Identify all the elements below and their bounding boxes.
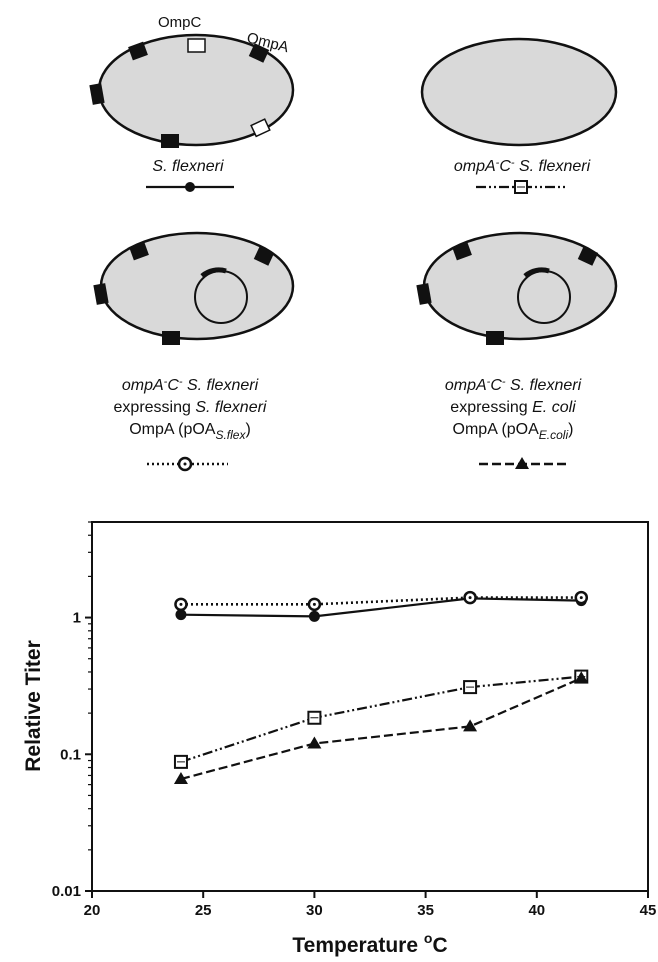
plasmid-gene bbox=[200, 267, 227, 279]
point-wt bbox=[175, 609, 187, 621]
point-pOA_ecoli bbox=[173, 771, 188, 784]
cell-label-line3: OmpA (pOAE.coli) bbox=[453, 421, 574, 442]
cell-label-line1: ompA-C- S. flexneri bbox=[122, 376, 259, 394]
point-pOA_sflex-center bbox=[468, 596, 472, 600]
cell-label-line3: OmpA (pOAS.flex) bbox=[129, 421, 251, 442]
x-tick-label: 35 bbox=[417, 902, 434, 919]
legend-key-ecoli bbox=[479, 457, 567, 469]
point-pOA_sflex-center bbox=[179, 602, 183, 606]
x-tick-label: 25 bbox=[195, 902, 212, 919]
x-axis-title: Temperature oC bbox=[292, 930, 447, 957]
protein-black bbox=[486, 331, 504, 345]
ompa-protein bbox=[250, 118, 271, 138]
cell-label: ompA-C- S. flexneri bbox=[454, 157, 591, 175]
series-line-pOA_ecoli bbox=[180, 677, 582, 781]
point-pOA_sflex-center bbox=[579, 596, 583, 600]
cell-label-line2: expressing E. coli bbox=[450, 399, 576, 416]
x-tick-label: 45 bbox=[640, 902, 657, 919]
titer-chart: 0.01 0.1 1 20 25 30 35 40 45 Relative Titer Tem… bbox=[22, 521, 657, 957]
series-line-wt bbox=[180, 597, 582, 618]
point-pOA_ecoli bbox=[463, 719, 478, 732]
point-pOA_sflex-center bbox=[312, 602, 316, 606]
cell-label: S. flexneri bbox=[152, 158, 224, 175]
point-pOA_ecoli bbox=[574, 671, 589, 684]
point-wt bbox=[308, 610, 320, 622]
protein-black bbox=[452, 241, 472, 261]
protein-black bbox=[128, 41, 148, 61]
cell-ompa-c-mutant: ompA-C- S. flexneri bbox=[420, 37, 618, 194]
ompc-label: OmpC bbox=[158, 14, 202, 31]
legend-key-wild-type bbox=[146, 182, 234, 192]
series-layer bbox=[173, 590, 589, 784]
cell-label-line2: expressing S. flexneri bbox=[114, 399, 267, 416]
cell-complemented-sflex: ompA-C- S. flexneri expressing S. flexne… bbox=[93, 231, 295, 472]
protein-black bbox=[248, 43, 270, 63]
y-axis: 0.01 0.1 1 bbox=[52, 521, 92, 900]
cell-label-line1: ompA-C- S. flexneri bbox=[445, 376, 582, 394]
x-tick-label: 30 bbox=[306, 902, 323, 919]
protein-black bbox=[129, 241, 149, 261]
y-tick-label: 1 bbox=[73, 610, 81, 627]
cell-body bbox=[420, 37, 618, 147]
ompc-protein bbox=[187, 38, 206, 53]
plasmid-gene bbox=[523, 267, 550, 279]
protein-black bbox=[162, 331, 180, 345]
plot-frame bbox=[91, 521, 649, 892]
protein-black bbox=[161, 134, 179, 148]
x-tick-label: 40 bbox=[528, 902, 545, 919]
legend-key-ompa-c bbox=[476, 180, 566, 194]
series-line-ompA_C bbox=[180, 675, 582, 763]
protein-black bbox=[89, 83, 105, 105]
y-tick-label: 0.1 bbox=[60, 746, 81, 763]
series-line-pOA_sflex bbox=[181, 596, 582, 606]
x-axis: 20 25 30 35 40 45 bbox=[84, 891, 657, 919]
x-tick-label: 20 bbox=[84, 902, 101, 919]
y-axis-title: Relative Titer bbox=[22, 640, 45, 772]
y-tick-label: 0.01 bbox=[52, 883, 81, 900]
protein-black bbox=[416, 283, 432, 305]
protein-black bbox=[93, 283, 109, 305]
cell-wild-type: OmpC OmpA S. flexneri bbox=[89, 14, 295, 192]
protein-black bbox=[577, 246, 599, 266]
cell-complemented-ecoli: ompA-C- S. flexneri expressing E. coli O… bbox=[416, 231, 618, 469]
point-pOA_ecoli bbox=[307, 736, 322, 749]
legend-key-sflex bbox=[147, 456, 228, 472]
protein-black bbox=[253, 246, 275, 266]
